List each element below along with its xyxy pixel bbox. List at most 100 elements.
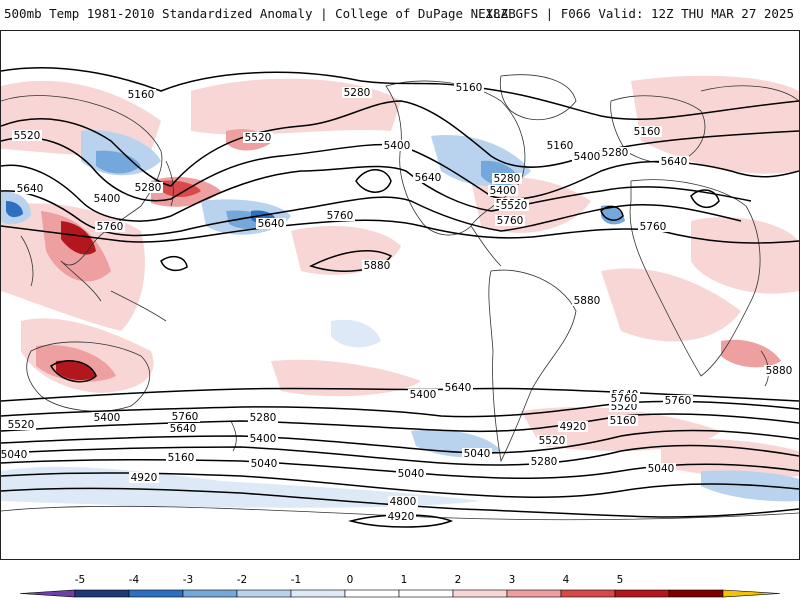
contour-label-background xyxy=(488,185,518,196)
contour-label-background xyxy=(12,130,42,141)
contour-label-background xyxy=(646,463,676,474)
contour-label: 5280 xyxy=(494,173,521,185)
anomaly-shading xyxy=(1,75,799,508)
contour-label-background xyxy=(243,132,273,143)
warm-anomaly-region xyxy=(661,439,799,478)
contour-label: 5760 xyxy=(640,221,667,233)
colorbar: -5 -4 -3 -2 -1 0 1 2 3 4 5 xyxy=(0,568,800,600)
contour-label-background xyxy=(15,183,45,194)
contour-label-background xyxy=(95,221,125,232)
warm-anomaly-region xyxy=(521,407,721,451)
warm-anomaly-region xyxy=(691,217,799,294)
contour-label-background xyxy=(663,395,693,406)
warm-anomaly-region xyxy=(271,359,421,397)
map-canvas[interactable]: 5160 5280 5160 5520 5520 5400 5640 5280 5400 5160… xyxy=(1,31,799,559)
contour-label-background xyxy=(608,415,638,426)
colorbar-tick-label: -4 xyxy=(129,574,140,586)
contour-label: 5160 xyxy=(128,89,155,101)
contour-label: 5640 xyxy=(661,156,688,168)
contour-label-background xyxy=(129,472,159,483)
contour-label-background xyxy=(609,393,639,404)
contour-label-background xyxy=(248,412,278,423)
strong-warm-anomaly xyxy=(161,180,201,197)
contour-label: 5400 xyxy=(94,412,121,424)
contour-label-background xyxy=(537,435,567,446)
colorbar-tick-label: -2 xyxy=(237,574,247,586)
contour-label: 5400 xyxy=(250,433,277,445)
header: 500mb Temp 1981-2010 Standardized Anomal… xyxy=(0,0,800,30)
contour-label: 4800 xyxy=(390,496,417,508)
colorbar-swatches xyxy=(19,589,781,598)
contour-label-background xyxy=(170,411,200,422)
contour-label: 4920 xyxy=(131,472,158,484)
contour-closed-ring xyxy=(49,360,97,383)
contour-label-background xyxy=(659,156,689,167)
contour-label-background xyxy=(126,89,156,100)
colorbar-swatch xyxy=(668,589,724,598)
contour-label: 5640 xyxy=(445,382,472,394)
cold-anomaly-core xyxy=(96,150,141,174)
africa-coast xyxy=(629,179,761,377)
contour-label-background xyxy=(408,389,438,400)
contour-label-background xyxy=(558,421,588,432)
contour-label: 5160 xyxy=(168,452,195,464)
contour-5520-south xyxy=(1,413,799,433)
colorbar-swatch xyxy=(398,589,454,598)
contour-label: 5760 xyxy=(611,393,638,405)
contour-label-background xyxy=(388,496,418,507)
contour-label-background xyxy=(6,419,36,430)
contour-label: 5400 xyxy=(410,389,437,401)
warm-anomaly-region xyxy=(631,75,799,174)
south-america-coast xyxy=(488,269,577,463)
contour-label-background xyxy=(495,215,525,226)
warm-anomaly-region xyxy=(601,268,741,342)
contour-label-background xyxy=(454,82,484,93)
contour-closed-ring xyxy=(160,255,188,272)
colorbar-tick-label: -5 xyxy=(75,574,85,586)
contour-label-background xyxy=(632,126,662,137)
contour-label: 5280 xyxy=(602,147,629,159)
contour-label: 5880 xyxy=(574,295,601,307)
contour-label-background xyxy=(413,172,443,183)
cold-anomaly-core xyxy=(6,201,23,218)
colorbar-tick-label: -1 xyxy=(291,574,301,586)
contour-label: 5640 xyxy=(415,172,442,184)
contour-label-background xyxy=(325,210,355,221)
central-america-coast xyxy=(470,225,502,267)
strong-warm-anomaly xyxy=(56,360,97,381)
cold-anomaly-region xyxy=(1,466,481,508)
colorbar-tick-label: 5 xyxy=(617,574,624,586)
contour-label: 5520 xyxy=(539,435,566,447)
contour-label: 5280 xyxy=(250,412,277,424)
contour-5160-north xyxy=(1,67,799,120)
colorbar-swatch xyxy=(290,589,346,598)
contour-5400-south xyxy=(1,429,799,454)
cold-anomaly-region xyxy=(331,319,381,348)
contour-label: 5280 xyxy=(344,87,371,99)
contour-label-background xyxy=(638,221,668,232)
colorbar-tick-label: -3 xyxy=(183,574,193,586)
contour-label-background xyxy=(92,193,122,204)
map-panel[interactable]: 5160 5280 5160 5520 5520 5400 5640 5280 5400 5160… xyxy=(0,30,800,560)
contour-label: 5160 xyxy=(610,415,637,427)
map-title: 500mb Temp 1981-2010 Standardized Anomal… xyxy=(4,6,516,21)
colorbar-tick-label: 3 xyxy=(509,574,516,586)
southeast-asia-coast xyxy=(60,260,167,322)
contour-label-background xyxy=(529,456,559,467)
contour-label-background xyxy=(342,87,372,98)
contour-label: 5760 xyxy=(327,210,354,222)
colorbar-swatch xyxy=(560,589,616,598)
contour-label: 5040 xyxy=(464,448,491,460)
contour-label-background xyxy=(133,182,163,193)
contour-label: 4920 xyxy=(560,421,587,433)
contour-label: 5640 xyxy=(258,218,285,230)
contour-closed-low xyxy=(355,169,392,193)
contour-label: 5520 xyxy=(14,130,41,142)
contour-labels: 5160 5280 5160 5520 5520 5400 5640 5280 5400 5160… xyxy=(1,82,794,523)
colorbar-tick-label: 2 xyxy=(455,574,462,586)
contour-label-background xyxy=(248,433,278,444)
colorbar-tick-label: 4 xyxy=(563,574,570,586)
contour-label: 5760 xyxy=(172,411,199,423)
contour-label-background xyxy=(382,140,412,151)
colorbar-swatch xyxy=(128,589,184,598)
